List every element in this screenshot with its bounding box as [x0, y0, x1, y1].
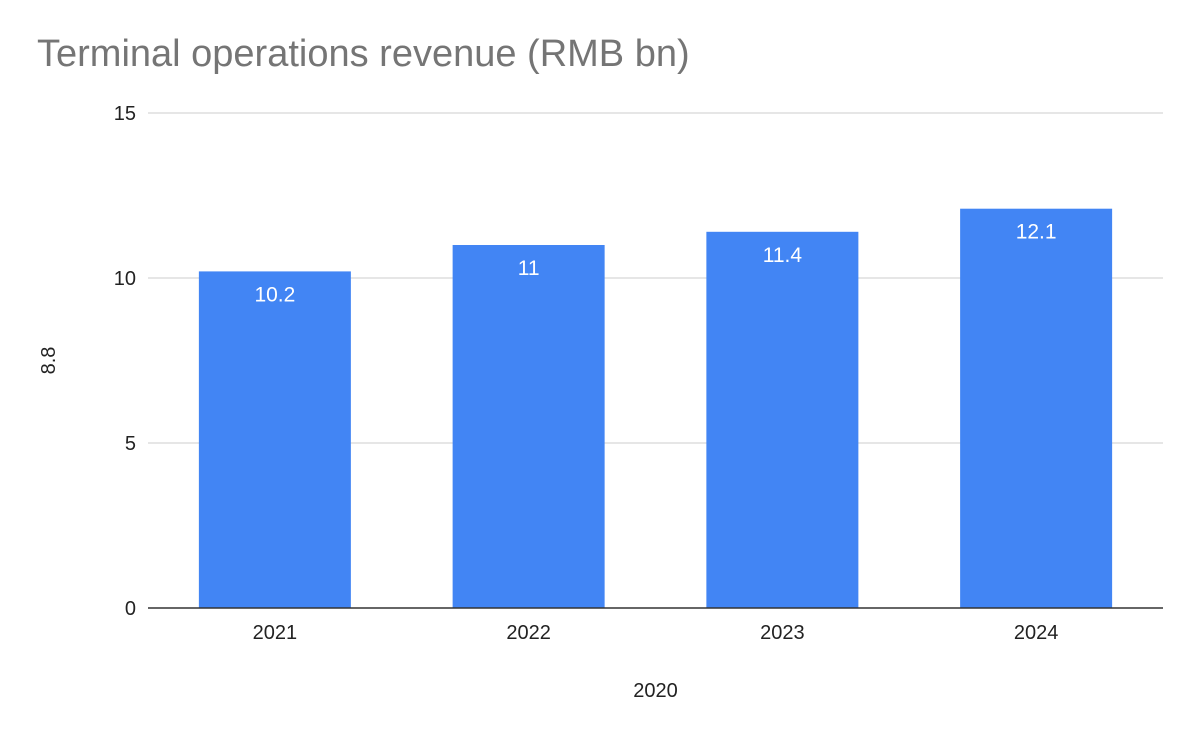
x-axis-title: 2020 — [633, 680, 678, 702]
y-tick-label: 15 — [114, 103, 136, 125]
bar-2021 — [198, 271, 351, 608]
bar-2023 — [706, 231, 859, 609]
data-labels: 10.2 11 11.4 12.1 — [254, 221, 1056, 307]
x-tick-label-2022: 2022 — [506, 622, 551, 644]
x-tick-label-2021: 2021 — [253, 622, 298, 644]
bars — [198, 208, 1113, 609]
chart-title: Terminal operations revenue (RMB bn) — [37, 33, 690, 75]
y-tick-label: 10 — [114, 268, 136, 290]
x-axis-ticks: 2021 2022 2023 2024 — [253, 622, 1059, 644]
bar-2022 — [452, 245, 605, 608]
bar-2024 — [960, 208, 1113, 608]
y-tick-label: 5 — [125, 433, 136, 455]
data-label-2021: 10.2 — [254, 283, 295, 306]
data-label-2024: 12.1 — [1016, 221, 1057, 244]
x-tick-label-2023: 2023 — [760, 622, 805, 644]
y-tick-label: 0 — [125, 598, 136, 620]
data-label-2022: 11 — [518, 257, 540, 280]
x-tick-label-2024: 2024 — [1014, 622, 1059, 644]
y-axis-title: 8.8 — [38, 347, 60, 375]
y-axis-ticks: 0 5 10 15 — [114, 103, 136, 620]
data-label-2023: 11.4 — [763, 244, 803, 267]
